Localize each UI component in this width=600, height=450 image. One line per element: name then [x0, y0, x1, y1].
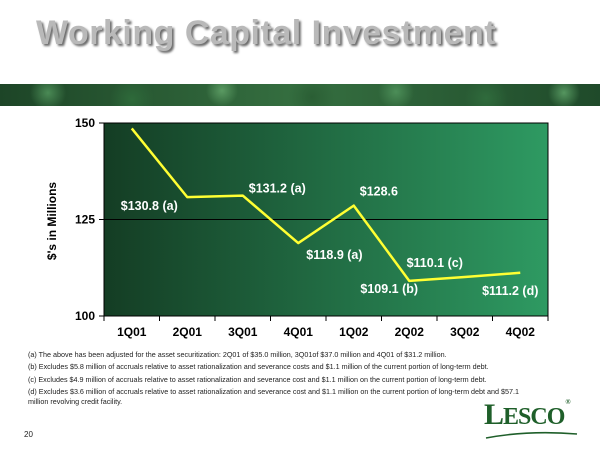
data-label: $109.1 (b)	[360, 282, 418, 296]
footnote-c: (c) Excludes $4.9 million of accruals re…	[28, 374, 487, 384]
logo-registered-mark: ®	[565, 398, 570, 406]
logo-initial: L	[484, 398, 504, 431]
slide-title: Working Capital Investment	[36, 14, 497, 52]
y-tick-label: 150	[75, 116, 95, 130]
series-line	[130, 127, 521, 283]
data-label: $118.9 (a)	[306, 248, 362, 262]
y-tick-label: 125	[75, 213, 95, 227]
data-label: $131.2 (a)	[249, 182, 306, 196]
x-tick-label: 1Q02	[339, 325, 369, 339]
logo-swoosh-icon	[485, 431, 578, 439]
x-tick-label: 4Q01	[284, 325, 314, 339]
x-tick-label: 3Q02	[450, 325, 480, 339]
footnote-d: (d) Excludes $3.6 million of accruals re…	[28, 387, 520, 406]
line-chart: 100 125 150 1Q01 2Q01 3Q01 4Q01 1Q02 2Q02 3Q02 4Q0…	[45, 108, 549, 339]
y-axis-title: $'s in Millions	[45, 182, 59, 261]
data-label: $110.1 (c)	[407, 256, 463, 270]
x-tick-label: 2Q01	[173, 325, 203, 339]
footnotes: (a) The above has been adjusted for the …	[28, 350, 528, 409]
decorative-banner	[0, 84, 600, 106]
data-label: $130.8 (a)	[121, 199, 178, 213]
x-tick-label: 4Q02	[506, 325, 536, 339]
x-tick-label: 3Q01	[228, 325, 258, 339]
data-label: $148.6	[140, 108, 178, 122]
footnote-b: (b) Excludes $5.8 million of accruals re…	[28, 362, 489, 372]
data-label: $128.6	[360, 185, 398, 199]
logo-text: ESCO	[503, 404, 565, 430]
page-number: 20	[24, 430, 33, 439]
data-label: $111.2 (d)	[482, 284, 538, 298]
footnote-a: (a) The above has been adjusted for the …	[28, 350, 447, 359]
x-tick-label: 2Q02	[395, 325, 425, 339]
y-tick-label: 100	[75, 309, 95, 323]
lesco-logo: LESCO®	[484, 398, 571, 432]
x-tick-label: 1Q01	[117, 325, 147, 339]
